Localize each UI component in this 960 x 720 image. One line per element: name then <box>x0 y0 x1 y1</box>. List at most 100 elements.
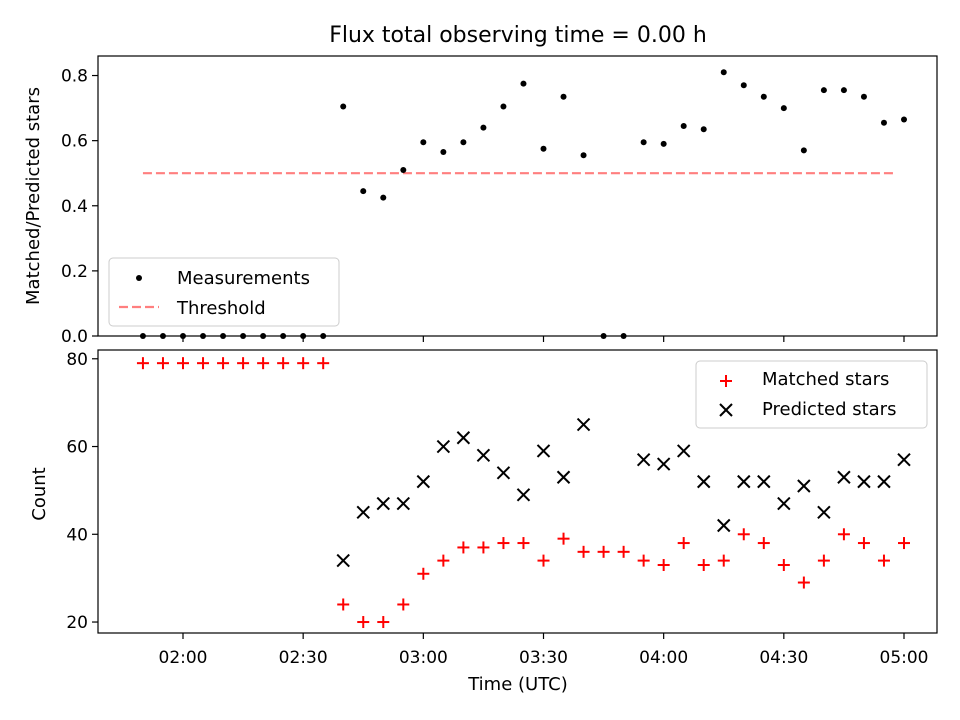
predicted-star-stroke-b <box>396 496 411 511</box>
predicted-star-point <box>877 474 891 489</box>
measurement-point <box>800 147 807 154</box>
measurement-point <box>580 152 587 159</box>
predicted-star-stroke-b <box>456 431 471 445</box>
bottom-x-tick-label: 04:00 <box>639 648 688 668</box>
predicted-star-stroke-b <box>576 417 591 432</box>
matched-star-point <box>397 598 410 611</box>
predicted-star-point <box>857 474 871 489</box>
measurement-point <box>840 87 847 94</box>
measurement-point <box>480 124 487 131</box>
matched-star-point <box>417 567 430 580</box>
matched-star-point <box>817 554 830 567</box>
predicted-star-stroke-b <box>336 553 350 568</box>
predicted-star-stroke-b <box>656 457 671 471</box>
predicted-star-stroke-b <box>556 470 571 484</box>
predicted-star-point <box>456 431 471 445</box>
legend-measurements-marker <box>136 275 142 281</box>
matched-star-point <box>697 558 710 571</box>
predicted-star-stroke-b <box>536 444 551 458</box>
predicted-star-stroke-b <box>757 474 771 489</box>
measurement-point <box>660 140 667 147</box>
measurement-point <box>400 166 407 173</box>
measurement-point <box>340 103 347 110</box>
predicted-star-stroke-b <box>476 448 491 463</box>
matched-star-point <box>637 554 650 567</box>
measurement-point <box>880 119 887 126</box>
measurement-point <box>780 105 787 112</box>
top-y-tick-label: 0.6 <box>61 132 88 152</box>
matched-star-point <box>837 528 850 541</box>
bottom-legend-box <box>695 360 928 429</box>
predicted-star-point <box>476 448 491 463</box>
matched-star-point <box>797 576 810 589</box>
measurement-point <box>360 188 367 195</box>
predicted-star-stroke-b <box>817 505 831 520</box>
top-y-ticks: 0.0 0.2 0.4 0.6 0.8 <box>61 67 98 347</box>
predicted-star-point <box>636 452 651 467</box>
matched-star-point <box>237 357 250 370</box>
predicted-star-stroke-b <box>376 496 390 511</box>
matched-star-point <box>477 541 490 554</box>
top-panel: Matched/Predicted stars 0.00.20.40.60.8 … <box>23 55 938 347</box>
legend-matched-label: Matched stars <box>762 369 889 390</box>
bottom-axes-frame <box>97 349 938 634</box>
bottom-legend: Matched stars Predicted stars <box>695 360 928 429</box>
matched-star-point <box>517 537 530 550</box>
measurement-point <box>520 80 527 87</box>
matched-star-point <box>277 357 290 370</box>
predicted-star-stroke-b <box>857 474 871 489</box>
measurement-point <box>720 69 727 76</box>
legend-matched-marker <box>720 375 732 387</box>
predicted-star-point <box>757 474 771 489</box>
measurement-point <box>560 93 567 100</box>
predicted-star-point <box>576 417 591 432</box>
measurement-point <box>440 149 447 156</box>
predicted-star-point <box>817 505 831 520</box>
matched-star-point <box>717 554 730 567</box>
bottom-y-ticks: 20 40 60 80 <box>66 350 98 633</box>
top-legend-box <box>108 257 340 327</box>
bottom-x-tick-label: 03:30 <box>519 648 568 668</box>
matched-star-point <box>577 545 590 558</box>
predicted-star-point <box>737 474 751 489</box>
predicted-star-point <box>496 466 511 480</box>
predicted-star-stroke-b <box>636 452 651 467</box>
predicted-star-stroke-b <box>837 470 851 484</box>
top-axes-frame <box>97 55 938 337</box>
top-y-tick-label: 0.4 <box>61 197 88 217</box>
measurement-point <box>460 139 467 146</box>
predicted-star-point <box>837 470 851 484</box>
matched-star-point <box>257 357 270 370</box>
bottom-panel: Count Time (UTC) 20 40 60 80 02:00 02:30 03:0… <box>29 349 938 695</box>
matched-star-point <box>857 537 870 550</box>
predicted-star-point <box>697 474 711 489</box>
matched-star-point <box>217 357 230 370</box>
predicted-star-stroke-b <box>676 444 691 458</box>
matched-star-point <box>197 357 210 370</box>
matched-star-point <box>317 357 330 370</box>
predicted-star-stroke-b <box>717 518 731 533</box>
predicted-star-point <box>676 444 691 458</box>
x-axis-label: Time (UTC) <box>467 674 568 695</box>
top-y-axis-label: Matched/Predicted stars <box>23 87 44 305</box>
predicted-star-stroke-b <box>697 474 711 489</box>
matched-star-point <box>437 554 450 567</box>
predicted-star-stroke-b <box>436 439 451 454</box>
matched-star-point <box>497 537 510 550</box>
measurement-point <box>820 87 827 94</box>
predicted-star-point <box>516 488 531 502</box>
top-y-tick-label: 0.2 <box>61 262 88 282</box>
predicted-star-stroke-b <box>516 488 531 502</box>
matched-star-point <box>757 537 770 550</box>
predicted-star-point <box>376 496 390 511</box>
predicted-star-point <box>416 474 431 489</box>
bottom-y-axis-label: Count <box>29 467 50 520</box>
matched-star-point <box>737 528 750 541</box>
predicted-star-stroke-b <box>737 474 751 489</box>
matched-star-point <box>617 545 630 558</box>
top-legend: Measurements Threshold <box>108 257 340 327</box>
predicted-star-stroke-b <box>877 474 891 489</box>
bottom-y-tick-label: 20 <box>66 613 88 633</box>
matched-star-point <box>177 357 189 370</box>
bottom-x-tick-label: 02:00 <box>159 648 208 668</box>
